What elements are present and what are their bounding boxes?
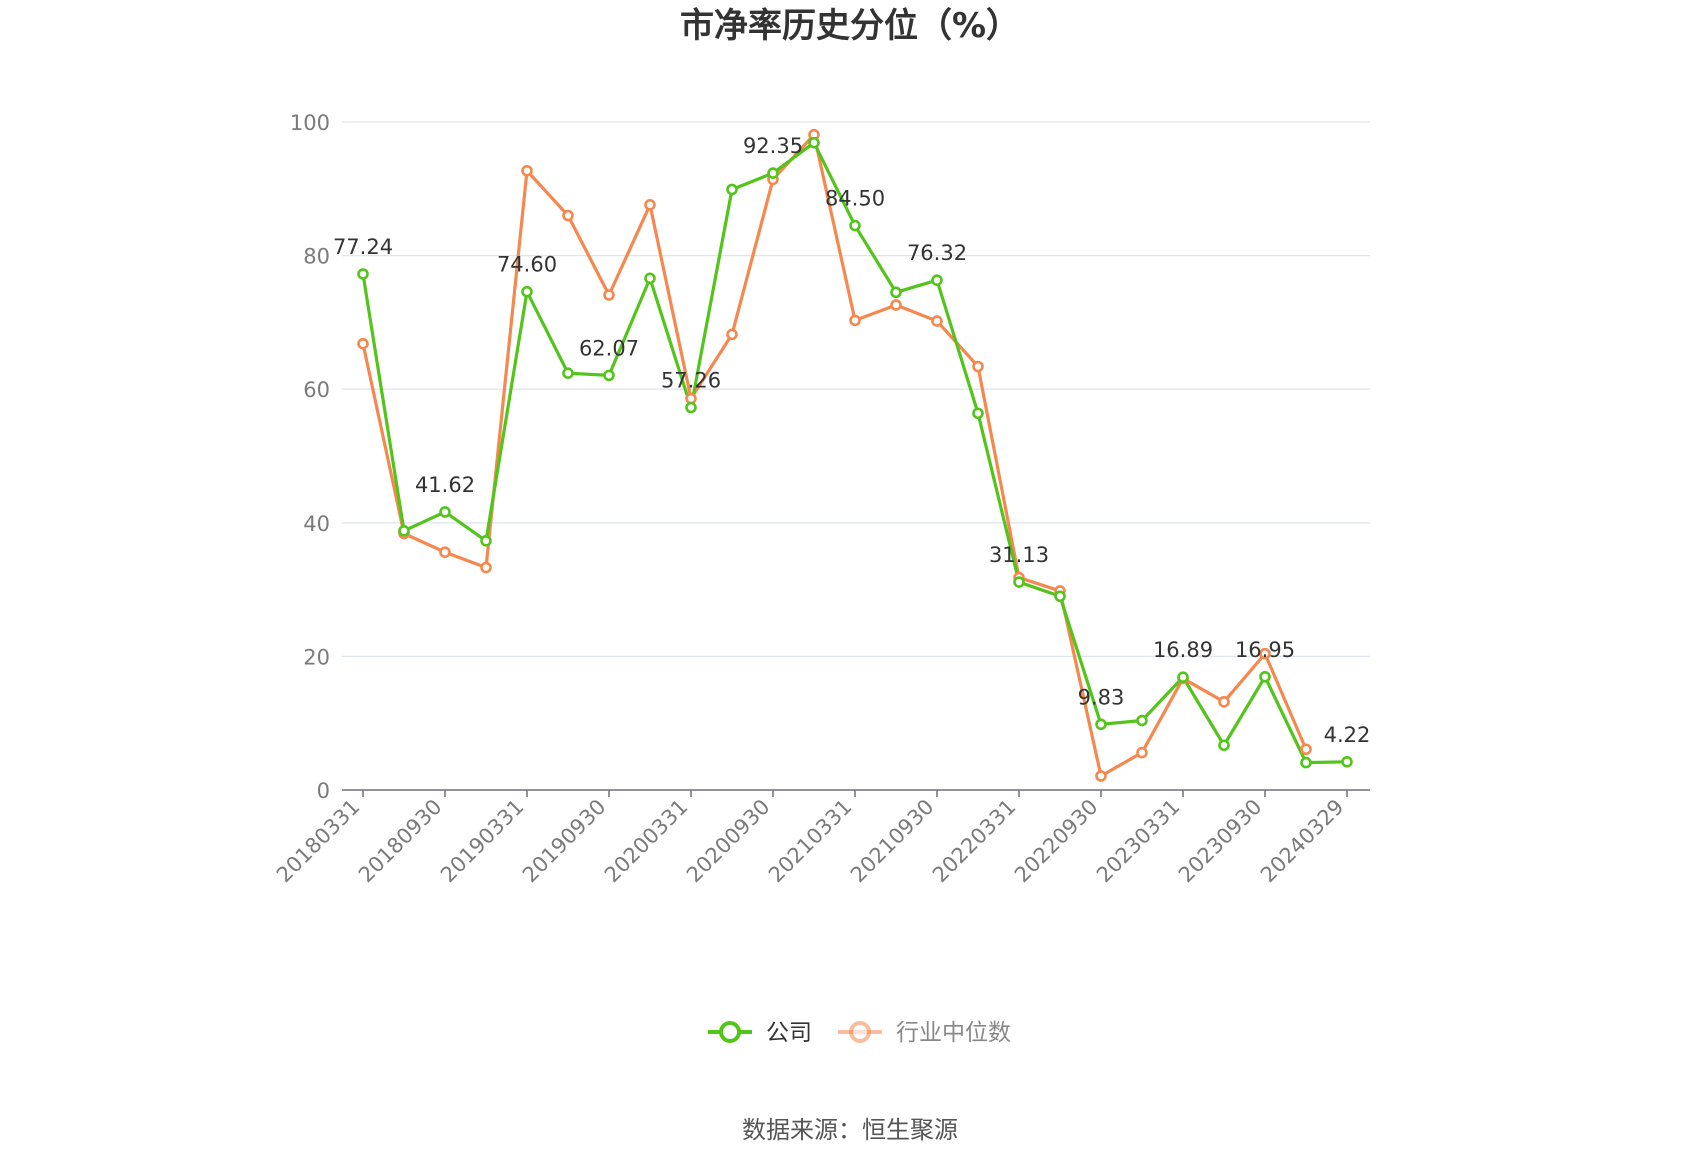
data-point	[357, 268, 369, 280]
data-point	[1136, 746, 1148, 759]
legend-label-industry-median: 行业中位数	[896, 1020, 1011, 1046]
source-note: 数据来源：恒生聚源	[742, 1116, 958, 1144]
data-label: 57.26	[661, 369, 721, 393]
data-point	[439, 546, 451, 558]
data-point	[849, 314, 861, 327]
x-tick-label: 20230331	[1092, 795, 1185, 888]
data-point	[644, 199, 656, 211]
data-label: 41.62	[415, 473, 475, 497]
x-tick-label: 20220930	[1010, 795, 1103, 888]
legend: 公司 行业中位数	[708, 1020, 1011, 1046]
data-label: 74.60	[497, 253, 557, 277]
data-label: 4.22	[1324, 723, 1371, 747]
data-point	[1259, 647, 1271, 660]
x-tick-label: 20220331	[928, 795, 1021, 888]
x-tick-label: 20230930	[1174, 795, 1267, 888]
y-tick-label: 80	[303, 245, 330, 269]
data-point	[972, 407, 984, 420]
data-point	[726, 183, 738, 196]
x-tick-label: 20210331	[764, 795, 857, 888]
legend-item-industry-median[interactable]: 行业中位数	[838, 1020, 1011, 1046]
data-point	[1218, 696, 1230, 708]
series-line-industry-median	[361, 133, 1308, 778]
series-line-company	[361, 141, 1348, 765]
data-point	[521, 164, 533, 177]
data-point	[808, 136, 820, 149]
y-tick-label: 20	[303, 645, 330, 669]
x-tick-labels: 2018033120180930201903312019093020200331…	[272, 795, 1349, 888]
data-point	[480, 535, 492, 547]
y-tick-label: 60	[303, 378, 330, 402]
data-point	[1013, 576, 1025, 588]
x-tick-label: 20240329	[1256, 795, 1349, 888]
data-point	[480, 561, 492, 574]
data-point	[767, 167, 779, 179]
data-point	[972, 360, 984, 373]
legend-label-company: 公司	[766, 1020, 812, 1046]
data-point	[1095, 770, 1107, 782]
data-point	[1095, 718, 1107, 731]
data-label: 9.83	[1078, 685, 1125, 709]
data-point	[685, 401, 697, 414]
y-tick-label: 100	[290, 111, 330, 135]
data-point	[644, 272, 656, 285]
legend-marker-company	[719, 1021, 741, 1043]
data-labels: 77.24 41.62 74.60 62.07 57.26 92.35 84.50 76.32…	[333, 134, 1370, 747]
data-label: 92.35	[743, 134, 803, 158]
data-point	[931, 315, 943, 327]
data-point	[521, 285, 533, 298]
x-tick-label: 20180930	[354, 795, 447, 888]
data-label: 16.95	[1235, 638, 1295, 662]
x-tick-label: 20200930	[682, 795, 775, 888]
data-point	[726, 328, 738, 341]
data-label: 84.50	[825, 187, 885, 211]
data-label: 76.32	[907, 241, 967, 265]
data-point	[1341, 756, 1353, 768]
y-tick-label: 0	[317, 779, 330, 803]
x-tick-label: 20200331	[600, 795, 693, 888]
data-point	[439, 506, 451, 518]
data-point	[1300, 756, 1312, 769]
data-label: 62.07	[579, 336, 639, 360]
data-point	[1218, 739, 1230, 752]
x-tick-label: 20210930	[846, 795, 939, 888]
data-point	[1136, 714, 1148, 727]
x-tick-label: 20190331	[436, 795, 529, 888]
y-tick-label: 40	[303, 512, 330, 536]
data-point	[849, 219, 861, 232]
data-label: 16.89	[1153, 638, 1213, 662]
data-label: 31.13	[989, 543, 1049, 567]
data-point	[357, 337, 369, 350]
data-label: 77.24	[333, 235, 393, 259]
chart-title: 市净率历史分位（%）	[680, 6, 1020, 46]
x-axis	[342, 789, 1370, 797]
data-point	[890, 299, 902, 311]
data-point	[1300, 743, 1312, 756]
data-point	[603, 289, 615, 301]
data-point	[562, 367, 574, 379]
data-point	[562, 209, 574, 222]
x-tick-label: 20180331	[272, 795, 365, 888]
legend-item-company[interactable]: 公司	[708, 1020, 812, 1046]
legend-marker-industry-median	[849, 1021, 871, 1043]
x-tick-label: 20190930	[518, 795, 611, 888]
data-point	[1054, 590, 1066, 603]
data-point	[685, 392, 697, 405]
series-points	[357, 128, 1353, 782]
data-point	[603, 369, 615, 382]
grid	[342, 121, 1370, 658]
y-axis: 0 20 40 60 80 100	[290, 111, 330, 803]
data-point	[398, 525, 410, 537]
data-point	[1177, 671, 1189, 683]
data-point	[890, 286, 902, 299]
data-point	[931, 274, 943, 286]
data-point	[1259, 670, 1271, 683]
